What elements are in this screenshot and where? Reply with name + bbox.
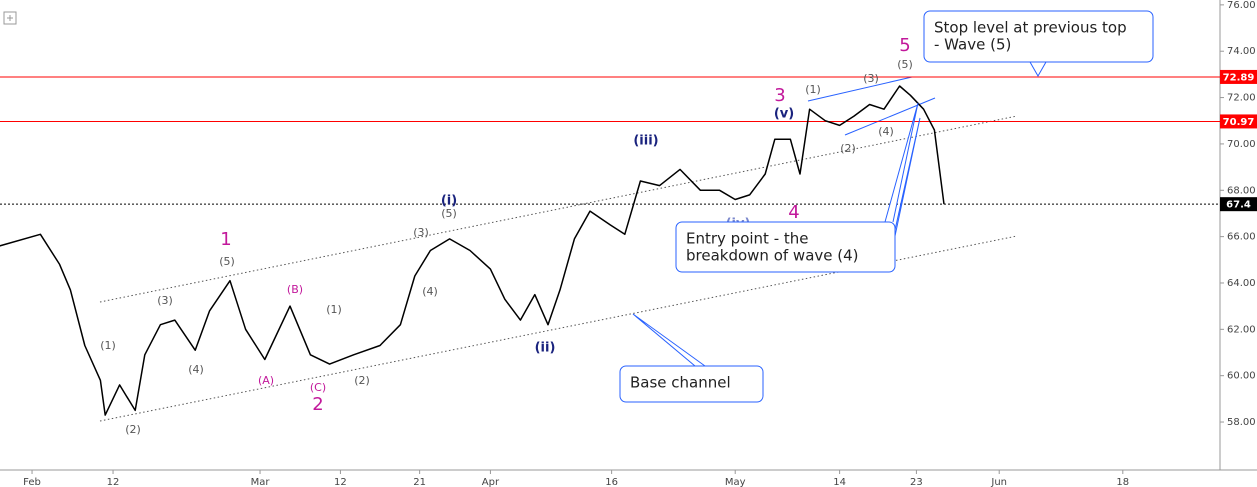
y-tick-label: 70.00 bbox=[1227, 139, 1256, 150]
x-tick-label: Jun bbox=[990, 477, 1007, 487]
x-tick-label: 12 bbox=[334, 477, 347, 487]
callout-text: Entry point - the bbox=[686, 230, 809, 248]
wave-label: (B) bbox=[287, 283, 303, 296]
wave-label: (A) bbox=[258, 374, 274, 387]
y-tick-label: 72.00 bbox=[1227, 93, 1256, 104]
wave-label: (2) bbox=[125, 423, 141, 436]
callout-box bbox=[923, 10, 1154, 63]
wave-label: (5) bbox=[897, 58, 913, 71]
crosshair-icon bbox=[7, 15, 13, 21]
x-tick-label: Feb bbox=[23, 477, 41, 487]
wave-label: 2 bbox=[312, 394, 323, 415]
callout-text: Base channel bbox=[630, 374, 731, 392]
wave-label: 3 bbox=[774, 85, 785, 106]
wave-label: (3) bbox=[413, 226, 429, 239]
x-tick-label: 12 bbox=[107, 477, 120, 487]
wedge-lower bbox=[844, 97, 936, 136]
x-tick-label: Apr bbox=[482, 477, 500, 487]
callout-text: - Wave (5) bbox=[934, 36, 1011, 54]
callout-text: Stop level at previous top bbox=[934, 19, 1127, 37]
y-tick-label: 62.00 bbox=[1227, 324, 1256, 335]
x-tick-label: Mar bbox=[251, 477, 271, 487]
wave-label: (ii) bbox=[535, 341, 556, 356]
wedge-upper bbox=[807, 76, 913, 102]
x-tick-label: 14 bbox=[833, 477, 846, 487]
wave-label: 5 bbox=[899, 35, 910, 56]
wave-label: 1 bbox=[220, 229, 231, 250]
x-tick-label: 16 bbox=[605, 477, 618, 487]
callout-text: breakdown of wave (4) bbox=[686, 247, 859, 265]
wave-label: (1) bbox=[805, 83, 821, 96]
callout-pointer bbox=[1029, 61, 1047, 78]
wave-label: (4) bbox=[422, 285, 438, 298]
wave-label: (4) bbox=[878, 125, 894, 138]
wave-label: (iii) bbox=[633, 134, 658, 149]
y-tick-label: 66.00 bbox=[1227, 232, 1256, 243]
x-tick-label: May bbox=[725, 477, 746, 487]
price-line-series bbox=[0, 85, 945, 416]
y-tick-label: 64.00 bbox=[1227, 278, 1256, 289]
y-tick-label: 68.00 bbox=[1227, 185, 1256, 196]
callout-box bbox=[675, 221, 896, 273]
callout-pointer bbox=[632, 313, 706, 367]
x-tick-label: 21 bbox=[413, 477, 426, 487]
wave-label: (i) bbox=[441, 194, 457, 209]
price-tag bbox=[1220, 197, 1257, 212]
wave-label: (v) bbox=[774, 107, 794, 122]
callout-box bbox=[619, 365, 764, 403]
wave-label: (3) bbox=[157, 294, 173, 307]
wave-label: (3) bbox=[863, 72, 879, 85]
wave-label: (5) bbox=[441, 207, 457, 220]
price-tag bbox=[1220, 69, 1257, 84]
wave-label: (4) bbox=[188, 363, 204, 376]
y-tick-label: 74.00 bbox=[1227, 46, 1256, 57]
y-tick-label: 76.00 bbox=[1227, 0, 1256, 11]
wave-label: (2) bbox=[354, 374, 370, 387]
price-tag-label: 72.89 bbox=[1223, 72, 1255, 83]
wave-label: (1) bbox=[100, 339, 116, 352]
price-tag bbox=[1220, 114, 1257, 129]
crosshair-button[interactable] bbox=[3, 11, 17, 25]
x-tick-label: 18 bbox=[1116, 477, 1129, 487]
y-tick-label: 58.00 bbox=[1227, 417, 1256, 428]
callout-pointer bbox=[884, 102, 921, 237]
wave-label: 4 bbox=[788, 202, 799, 223]
x-tick-label: 23 bbox=[910, 477, 923, 487]
wave-label: (5) bbox=[219, 255, 235, 268]
y-tick-label: 60.00 bbox=[1227, 371, 1256, 382]
wave-label: (1) bbox=[326, 303, 342, 316]
price-tag-label: 67.4 bbox=[1226, 200, 1251, 211]
price-tag-label: 70.97 bbox=[1223, 117, 1255, 128]
wave-label: (C) bbox=[310, 381, 326, 394]
wave-label: (2) bbox=[840, 142, 856, 155]
